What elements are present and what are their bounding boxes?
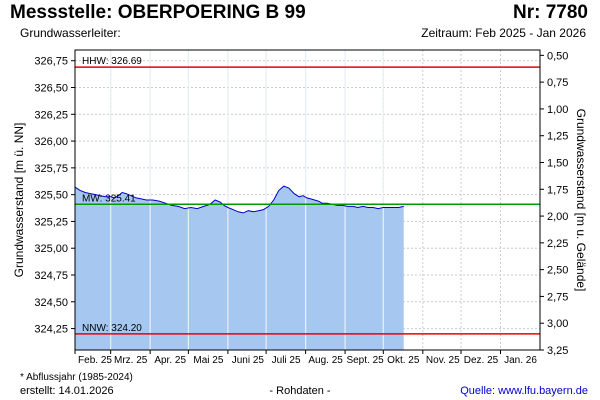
y-tick-label: 326,50 — [34, 83, 68, 95]
reference-lines: HHW: 326.69 MW: 325.41 NNW: 324.20 — [75, 56, 540, 335]
x-tick-label: Nov. 25 — [426, 355, 460, 366]
y-tick-label: 324,25 — [34, 324, 68, 336]
y2-tick-label: 2,75 — [547, 291, 568, 303]
y2-tick-label: 3,25 — [547, 345, 568, 357]
reference-label: MW: 325.41 — [82, 193, 136, 204]
source-link[interactable]: Quelle: www.lfu.bayern.de — [460, 385, 588, 397]
y2-tick-label: 2,25 — [547, 238, 568, 250]
reference-label: HHW: 326.69 — [82, 56, 142, 67]
y2-tick-label: 1,50 — [547, 158, 568, 170]
x-tick-label: Aug. 25 — [308, 355, 343, 366]
y-tick-label: 326,00 — [34, 136, 68, 148]
y2-tick-label: 3,00 — [547, 318, 568, 330]
reference-label: NNW: 324.20 — [82, 323, 142, 334]
y-tick-label: 326,25 — [34, 109, 68, 121]
y2-tick-label: 1,75 — [547, 184, 568, 196]
period-label: Zeitraum: Feb 2025 - Jan 2026 — [421, 26, 586, 40]
y2-tick-label: 1,00 — [547, 104, 568, 116]
series-line — [74, 185, 404, 214]
x-tick-label: Mai 25 — [193, 355, 223, 366]
y-tick-label: 324,75 — [34, 270, 68, 282]
raw-data-label: - Rohdaten - — [269, 385, 331, 397]
x-tick-label: Feb. 25 — [78, 355, 112, 366]
y2-tick-label: 0,50 — [547, 50, 568, 62]
y-tick-label: 326,75 — [34, 56, 68, 68]
x-tick-label: Okt. 25 — [387, 355, 420, 366]
x-tick-label: Mrz. 25 — [114, 355, 148, 366]
created-date: erstellt: 14.01.2026 — [20, 385, 114, 397]
y2-tick-label: 2,50 — [547, 265, 568, 277]
footnote: * Abflussjahr (1985-2024) — [20, 372, 133, 383]
series-fill — [75, 186, 404, 350]
plot-frame — [74, 49, 541, 351]
y2-tick-label: 1,25 — [547, 131, 568, 143]
x-tick-label: Apr. 25 — [154, 355, 186, 366]
x-tick-label: Dez. 25 — [464, 355, 499, 366]
x-tick-label: Jan. 26 — [504, 355, 537, 366]
page-title: Messstelle: OBERPOERING B 99 — [10, 2, 306, 23]
chart-axes: 326,75 326,50 326,25 326,00 325,75 325,50 325,… — [34, 50, 568, 366]
y-tick-label: 324,50 — [34, 297, 68, 309]
y2-axis-label: Grundwasserstand [m u. Gelände] — [574, 109, 588, 292]
y-tick-label: 325,50 — [34, 190, 68, 202]
aquifer-label: Grundwasserleiter: — [20, 26, 121, 40]
series-area — [74, 50, 404, 350]
y-tick-label: 325,00 — [34, 243, 68, 255]
y-tick-label: 325,25 — [34, 216, 68, 228]
y-tick-label: 325,75 — [34, 163, 68, 175]
y-axis-label: Grundwasserstand [m ü. NN] — [12, 123, 26, 278]
station-number: Nr: 7780 — [513, 2, 588, 23]
x-tick-label: Sept. 25 — [346, 355, 384, 366]
y2-tick-label: 2,00 — [547, 211, 568, 223]
y2-tick-label: 0,75 — [547, 77, 568, 89]
x-tick-label: Juni 25 — [232, 355, 265, 366]
x-tick-label: Juli 25 — [272, 355, 301, 366]
